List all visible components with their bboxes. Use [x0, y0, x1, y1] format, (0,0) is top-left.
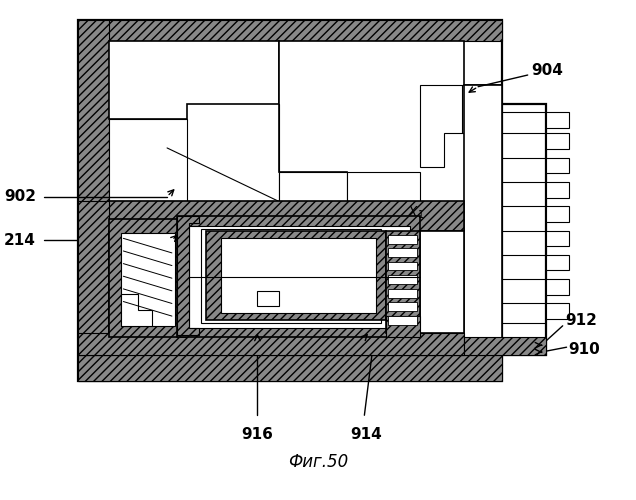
Polygon shape — [221, 238, 376, 313]
Polygon shape — [546, 230, 569, 246]
Polygon shape — [109, 119, 186, 202]
Polygon shape — [78, 355, 502, 381]
Polygon shape — [109, 230, 464, 332]
Polygon shape — [420, 85, 464, 168]
Polygon shape — [388, 289, 417, 298]
Polygon shape — [78, 332, 464, 355]
Polygon shape — [502, 104, 546, 355]
Polygon shape — [78, 20, 502, 41]
Polygon shape — [109, 219, 186, 338]
Text: 904: 904 — [532, 62, 563, 78]
Polygon shape — [190, 226, 410, 328]
Polygon shape — [201, 228, 381, 323]
Text: 914: 914 — [350, 427, 382, 442]
Polygon shape — [206, 230, 386, 320]
Polygon shape — [388, 262, 417, 270]
Text: 910: 910 — [569, 342, 600, 356]
Polygon shape — [388, 302, 417, 311]
Text: 214: 214 — [4, 233, 36, 248]
Polygon shape — [78, 202, 109, 355]
Polygon shape — [279, 41, 502, 355]
Polygon shape — [546, 206, 569, 222]
Polygon shape — [279, 172, 464, 355]
Polygon shape — [386, 230, 420, 332]
Text: 912: 912 — [565, 314, 597, 328]
Polygon shape — [546, 134, 569, 149]
Polygon shape — [388, 236, 417, 244]
Polygon shape — [347, 172, 420, 202]
Polygon shape — [464, 338, 546, 355]
Polygon shape — [109, 202, 464, 230]
Polygon shape — [546, 158, 569, 173]
Polygon shape — [121, 234, 175, 326]
Polygon shape — [464, 85, 502, 355]
Polygon shape — [109, 41, 279, 119]
Polygon shape — [546, 182, 569, 198]
Polygon shape — [546, 279, 569, 294]
Text: $X_1$: $X_1$ — [407, 204, 424, 221]
Text: 916: 916 — [242, 427, 273, 442]
Polygon shape — [388, 316, 417, 325]
Polygon shape — [78, 20, 109, 381]
Text: 902: 902 — [4, 189, 36, 204]
Polygon shape — [177, 216, 199, 334]
Text: Фиг.50: Фиг.50 — [287, 453, 348, 471]
Polygon shape — [78, 20, 502, 381]
Polygon shape — [177, 216, 420, 338]
Polygon shape — [546, 255, 569, 270]
Polygon shape — [386, 316, 420, 338]
Polygon shape — [258, 291, 279, 306]
Polygon shape — [388, 248, 417, 257]
Polygon shape — [546, 112, 569, 128]
Polygon shape — [121, 294, 153, 326]
Polygon shape — [546, 304, 569, 319]
Polygon shape — [388, 276, 417, 284]
